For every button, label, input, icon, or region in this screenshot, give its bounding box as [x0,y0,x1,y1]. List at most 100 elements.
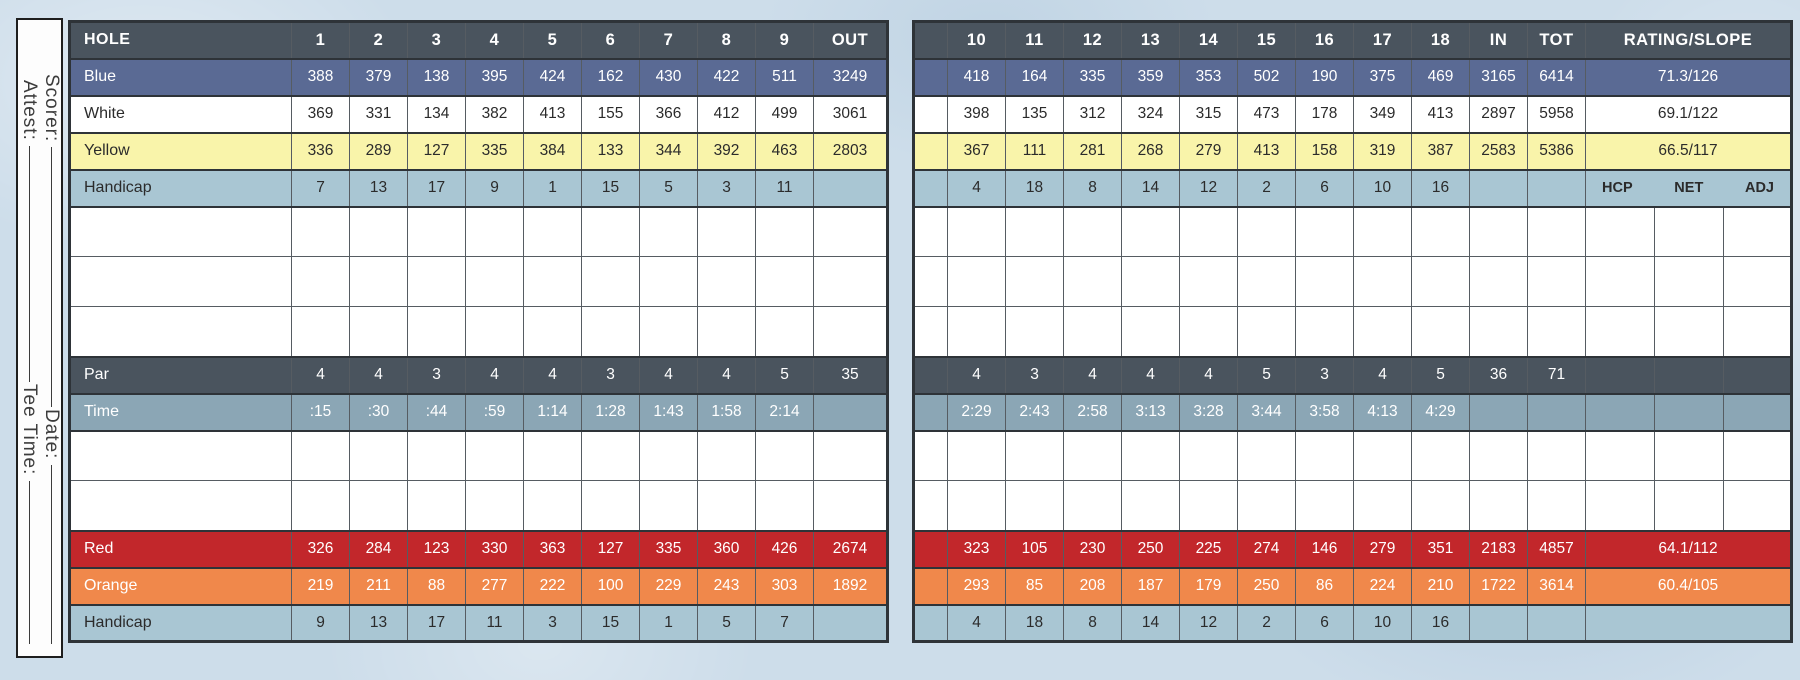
row-white: 398 135 312 324 315 473 178 349 413 2897 5958 69.1/… [913,94,1792,134]
hole-cell [1179,480,1238,531]
attest-teetime-column: Attest: Tee Time: [18,20,40,656]
hole-cell [697,480,756,531]
out-total-cell [813,430,888,481]
hole-cell: 398 [947,94,1006,134]
adj-cell [1723,256,1792,307]
hole-cell: 8 [1063,168,1122,208]
hole-cell: 4 [1121,355,1180,395]
hole-number-header: 13 [1121,20,1180,60]
hole-cell [1237,480,1296,531]
hole-cell [407,480,466,531]
hole-number-header: 14 [1179,20,1238,60]
out-total-cell [813,168,888,208]
hole-cell: 190 [1295,57,1354,97]
tot-total-cell: 6414 [1527,57,1586,97]
hcp-cell [1585,480,1655,531]
hole-cell: 164 [1005,57,1064,97]
hole-cell: 293 [947,566,1006,606]
net-cell [1654,392,1724,432]
row-score-row-4 [913,430,1792,481]
hole-cell [755,206,814,257]
hole-cell [1121,256,1180,307]
hole-cell: 10 [1353,168,1412,208]
hole-cell: 1 [523,168,582,208]
in-total-cell [1469,480,1528,531]
hole-cell: 11 [465,603,524,643]
tot-total-cell: 3614 [1527,566,1586,606]
out-total-cell: 35 [813,355,888,395]
hole-cell: 363 [523,529,582,569]
hole-cell: 349 [1353,94,1412,134]
hole-cell [465,206,524,257]
hole-cell: 230 [1063,529,1122,569]
hole-cell: 2 [1237,168,1296,208]
hole-cell: 3 [581,355,640,395]
hole-cell [1063,430,1122,481]
hole-cell [1237,206,1296,257]
hole-cell: 5 [639,168,698,208]
hole-cell: 2:58 [1063,392,1122,432]
hole-cell: 335 [1063,57,1122,97]
hole-cell [1411,306,1470,357]
tot-total-cell [1527,168,1586,208]
hole-cell [1005,430,1064,481]
hole-cell: 10 [1353,603,1412,643]
hole-cell: 3 [1295,355,1354,395]
hcp-cell [1585,430,1655,481]
hole-cell: 413 [1411,94,1470,134]
row-par: 4 3 4 4 4 5 3 4 5 36 71 [913,355,1792,395]
hole-cell [1121,206,1180,257]
row-blue: Blue 388 379 138 395 424 162 430 422 511 3249 [69,57,888,97]
hole-cell: 281 [1063,131,1122,171]
hole-cell [581,256,640,307]
hole-cell [947,480,1006,531]
hole-cell [581,306,640,357]
net-cell [1654,355,1724,395]
hcp-label-net: NET [1674,180,1704,196]
hole-cell: 4 [947,355,1006,395]
row-label: Handicap [69,603,292,643]
row-yellow: 367 111 281 268 279 413 158 319 387 2583 5386 66.5/… [913,131,1792,171]
rating-slope-cell: 64.1/112 [1585,529,1792,569]
hole-cell: :59 [465,392,524,432]
hole-cell: 4 [1063,355,1122,395]
hole-cell: 3 [1005,355,1064,395]
row-time: 2:29 2:43 2:58 3:13 3:28 3:44 3:58 4:13 4:29 [913,392,1792,432]
in-total-cell: 2897 [1469,94,1528,134]
hole-cell: 344 [639,131,698,171]
hole-cell [1237,430,1296,481]
hole-cell [523,480,582,531]
row-score-row-5 [913,480,1792,531]
hcp-net-adj-cell: HCP NET ADJ [1585,168,1792,208]
hole-cell: 138 [407,57,466,97]
out-total-cell [813,392,888,432]
hole-cell [1353,480,1412,531]
tee-time-line [28,480,30,644]
hole-cell: 4 [697,355,756,395]
in-total-cell: 3165 [1469,57,1528,97]
row-label: Time [69,392,292,432]
rating-slope-cell [1585,603,1792,643]
row-score-row-4 [69,430,888,481]
row-handicap-top: Handicap 7 13 17 9 1 15 5 3 11 [69,168,888,208]
hole-cell: 426 [755,529,814,569]
hole-cell: 250 [1121,529,1180,569]
hole-cell: 243 [697,566,756,606]
out-header: OUT [813,20,888,60]
hole-cell: 105 [1005,529,1064,569]
hole-cell: 85 [1005,566,1064,606]
hole-cell: 18 [1005,603,1064,643]
hole-cell: 9 [291,603,350,643]
hole-cell: 375 [1353,57,1412,97]
in-total-cell: 2583 [1469,131,1528,171]
hole-cell: 1:43 [639,392,698,432]
net-cell [1654,256,1724,307]
hole-cell [1063,206,1122,257]
out-total-cell: 3061 [813,94,888,134]
hole-cell: 8 [1063,603,1122,643]
hole-cell: 359 [1121,57,1180,97]
hole-cell [947,306,1006,357]
hole-cell: 6 [1295,603,1354,643]
hole-cell: 330 [465,529,524,569]
tot-total-cell [1527,306,1586,357]
